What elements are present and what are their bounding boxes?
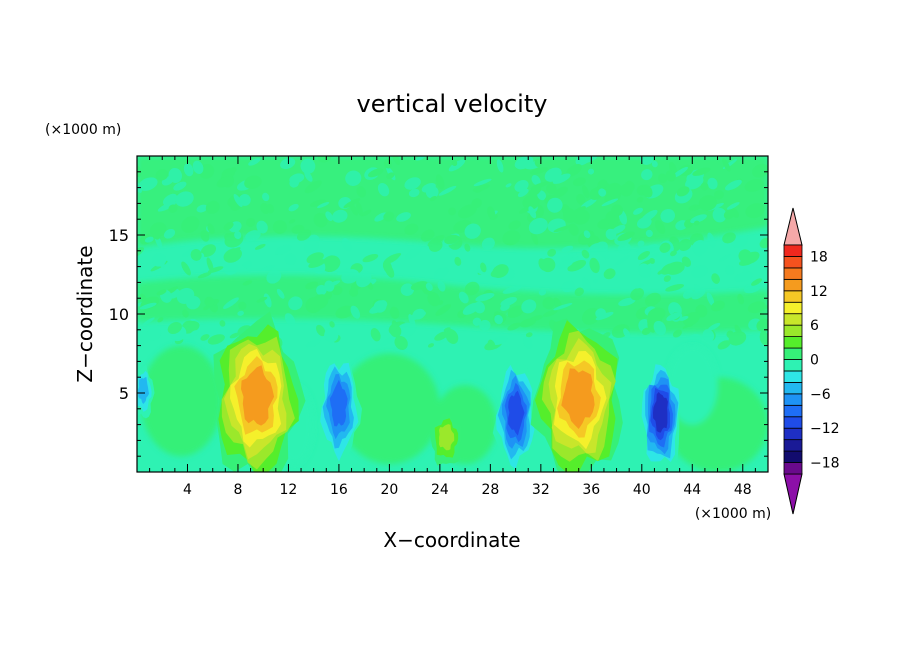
plot-area	[137, 156, 768, 472]
colorbar-label: −18	[810, 456, 840, 472]
mid-weak-ascent	[137, 275, 768, 333]
x-axis-unit: (×1000 m)	[695, 506, 771, 522]
y-axis-ticks: 5 10 15	[109, 171, 768, 457]
colorbar-swatch	[783, 278, 803, 292]
x-tick-label: 12	[280, 482, 298, 498]
colorbar-label: 6	[810, 318, 819, 334]
colorbar-swatch	[783, 439, 803, 452]
y-tick-label: 10	[109, 305, 129, 324]
colorbar-swatch	[783, 462, 803, 475]
y-tick-label: 15	[109, 226, 129, 245]
colorbar-label: −6	[810, 387, 831, 403]
colorbar: 18 12 6 0 −6 −12 −18	[783, 207, 840, 515]
colorbar-swatch	[783, 256, 803, 269]
colorbar-label: 0	[810, 353, 819, 369]
x-tick-label: 8	[233, 482, 242, 498]
downdraft-cell	[492, 362, 538, 472]
colorbar-swatch	[783, 416, 803, 429]
x-tick-label: 32	[532, 482, 550, 498]
colorbar-swatch	[783, 313, 803, 326]
colorbar-swatch	[783, 381, 803, 395]
downdraft-cell	[317, 349, 362, 468]
downdraft-cell	[137, 364, 155, 419]
colorbar-swatch	[783, 450, 803, 463]
colorbar-label: 12	[810, 284, 828, 300]
colorbar-over-triangle	[783, 207, 803, 246]
x-tick-label: 28	[481, 482, 499, 498]
updraft-cell	[530, 318, 623, 472]
colorbar-swatch	[783, 244, 803, 257]
chart-title: vertical velocity	[357, 90, 548, 118]
colorbar-swatch	[783, 301, 803, 315]
colorbar-swatch	[783, 347, 803, 360]
updraft-cell	[213, 311, 306, 472]
colorbar-swatch	[783, 359, 803, 372]
colorbar-swatch	[783, 427, 803, 441]
x-tick-label: 20	[380, 482, 398, 498]
colorbar-swatch	[783, 370, 803, 383]
x-tick-label: 40	[633, 482, 651, 498]
y-tick-label: 5	[119, 384, 129, 403]
updraft-cell	[430, 413, 462, 466]
x-axis-ticks: 4 8 12 16 20 24 28 32 36 40 44 48	[149, 156, 756, 498]
low-level-patches	[140, 345, 768, 472]
colorbar-swatch	[783, 290, 803, 303]
velocity-field	[137, 156, 768, 472]
colorbar-label: −12	[810, 421, 840, 437]
colorbar-swatch	[783, 404, 803, 418]
x-tick-label: 48	[734, 482, 752, 498]
colorbar-under-triangle	[783, 473, 803, 515]
colorbar-swatch	[783, 267, 803, 280]
y-axis-unit: (×1000 m)	[45, 122, 121, 138]
colorbar-swatch	[783, 336, 803, 349]
x-tick-label: 16	[330, 482, 348, 498]
colorbar-label: 18	[810, 249, 828, 265]
x-tick-label: 4	[183, 482, 192, 498]
downdraft-cell	[638, 357, 682, 472]
x-axis-label: X−coordinate	[383, 528, 520, 552]
colorbar-swatch	[783, 393, 803, 406]
x-tick-label: 24	[431, 482, 449, 498]
x-tick-label: 44	[683, 482, 701, 498]
colorbar-swatch	[783, 324, 803, 337]
x-tick-label: 36	[582, 482, 600, 498]
y-axis-label: Z−coordinate	[73, 245, 97, 382]
